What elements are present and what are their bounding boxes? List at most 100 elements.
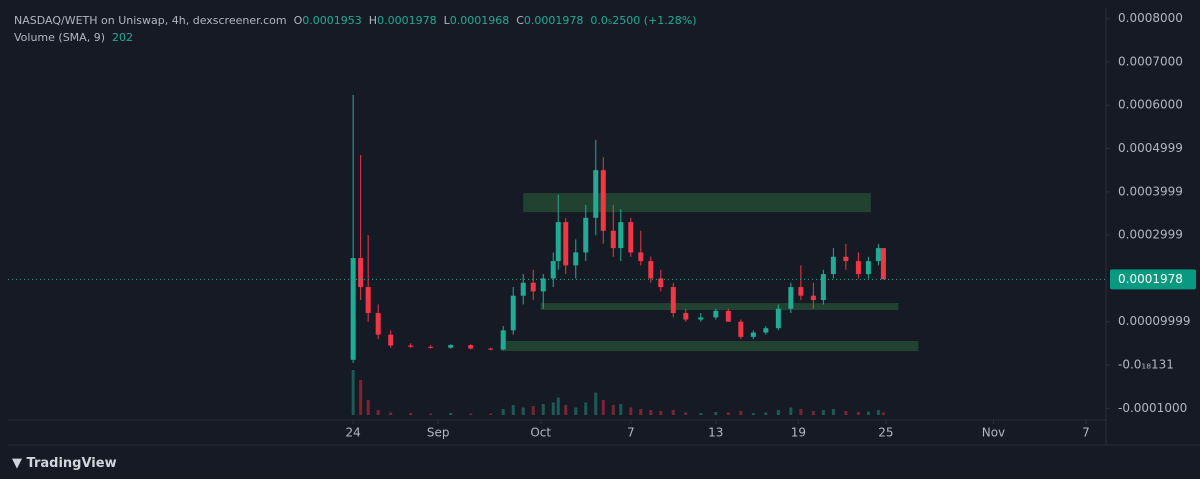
zone	[540, 303, 899, 311]
volume-bar	[764, 412, 768, 415]
x-tick-label: Oct	[530, 426, 551, 440]
high: 0.0001978	[377, 14, 437, 27]
candle-body	[713, 310, 719, 318]
volume-bar	[556, 397, 560, 415]
volume-bar	[799, 409, 803, 415]
brand: ▼ TradingView	[12, 456, 117, 471]
candle-body	[520, 282, 526, 296]
symbol: NASDAQ/WETH on Uniswap, 4h, dexscreener.…	[14, 14, 287, 27]
close: 0.0001978	[523, 14, 584, 27]
legend: NASDAQ/WETH on Uniswap, 4h, dexscreener.…	[14, 12, 697, 46]
volume-bar	[366, 400, 370, 415]
c-label: C	[516, 14, 524, 27]
volume-bar	[751, 413, 755, 415]
volume-bar	[511, 405, 515, 415]
volume-bar	[629, 407, 633, 415]
candle-body	[788, 287, 794, 309]
volume-bar	[739, 411, 743, 415]
y-tick-label: 0.0006000	[1118, 98, 1183, 112]
candle-body	[628, 222, 634, 253]
candle-body	[738, 321, 744, 337]
candle-body	[855, 261, 861, 275]
zone	[500, 341, 919, 352]
volume-bar	[684, 412, 688, 415]
x-tick-label: Nov	[982, 426, 1005, 440]
candle-body	[670, 287, 676, 314]
candle-body	[820, 274, 826, 301]
candle-body	[365, 287, 371, 314]
volume-bar	[776, 410, 780, 415]
x-tick-label: 13	[708, 426, 723, 440]
candle-body	[725, 310, 731, 322]
candle-body	[350, 258, 356, 360]
candle-body	[375, 313, 381, 335]
candle-body	[530, 282, 536, 292]
candle-body	[448, 345, 454, 348]
volume-value: 202	[111, 31, 133, 44]
volume-bar	[429, 413, 433, 415]
candle-body	[865, 261, 871, 275]
x-tick-label: 25	[878, 426, 893, 440]
y-tick-label: 0.0002999	[1118, 228, 1183, 242]
candle-body	[775, 308, 781, 329]
candle-body	[798, 287, 804, 296]
volume-bar	[541, 404, 545, 415]
x-tick-label: 7	[627, 426, 635, 440]
candle-body	[750, 332, 756, 337]
candle-body	[648, 261, 654, 279]
volume-bar	[866, 411, 870, 415]
volume-bar	[389, 412, 393, 415]
volume-bar	[639, 409, 643, 415]
brand-name: TradingView	[26, 456, 117, 471]
y-tick-label: 0.0003999	[1118, 184, 1183, 198]
volume-bar	[699, 413, 703, 415]
y-tick-label: 0.0007000	[1118, 54, 1183, 68]
volume-bar	[601, 400, 605, 415]
candle-body	[600, 170, 606, 231]
candle-body	[618, 222, 624, 249]
x-tick-label: Sep	[427, 426, 450, 440]
candle-body	[875, 248, 881, 262]
volume-bar	[574, 407, 578, 415]
candle-body	[563, 222, 569, 266]
volume-bar	[821, 410, 825, 415]
volume-bar	[359, 380, 363, 415]
candle-body	[698, 317, 704, 320]
candle-body	[500, 330, 506, 350]
candle-body	[638, 252, 644, 262]
last-price-label: 0.0001978	[1118, 272, 1183, 286]
y-tick-label: 0.00009999	[1118, 314, 1191, 328]
volume-bar	[659, 411, 663, 415]
candle-body	[810, 295, 816, 301]
candle-body	[763, 328, 769, 333]
low: 0.0001968	[449, 14, 510, 27]
volume-bar	[619, 404, 623, 415]
y-tick-label: -0.0₁₈131	[1118, 358, 1174, 372]
candle-body	[488, 348, 494, 350]
volume-bar	[469, 413, 473, 415]
candle-body	[550, 261, 556, 279]
volume-bar	[551, 402, 555, 415]
volume-bar	[831, 409, 835, 415]
candle-body	[658, 278, 664, 288]
o-label: O	[293, 14, 303, 27]
volume-bar	[584, 402, 588, 415]
x-tick-label: 7	[1082, 426, 1090, 440]
volume-bar	[844, 411, 848, 415]
volume-bar	[489, 413, 493, 415]
volume-bar	[856, 412, 860, 415]
zone	[523, 193, 871, 213]
candle-body	[593, 170, 599, 218]
volume-bar	[714, 412, 718, 415]
x-tick-label: 24	[346, 426, 361, 440]
change: 0.0₅2500 (+1.28%)	[590, 14, 697, 27]
candle-body	[555, 222, 561, 262]
candle-body	[540, 278, 546, 292]
volume-label: Volume (SMA, 9)	[14, 31, 105, 44]
volume-bar	[876, 410, 880, 415]
volume-bar	[449, 413, 453, 415]
open: 0.0001953	[302, 14, 362, 27]
candle-body	[880, 248, 886, 280]
volume-bar	[671, 410, 675, 415]
